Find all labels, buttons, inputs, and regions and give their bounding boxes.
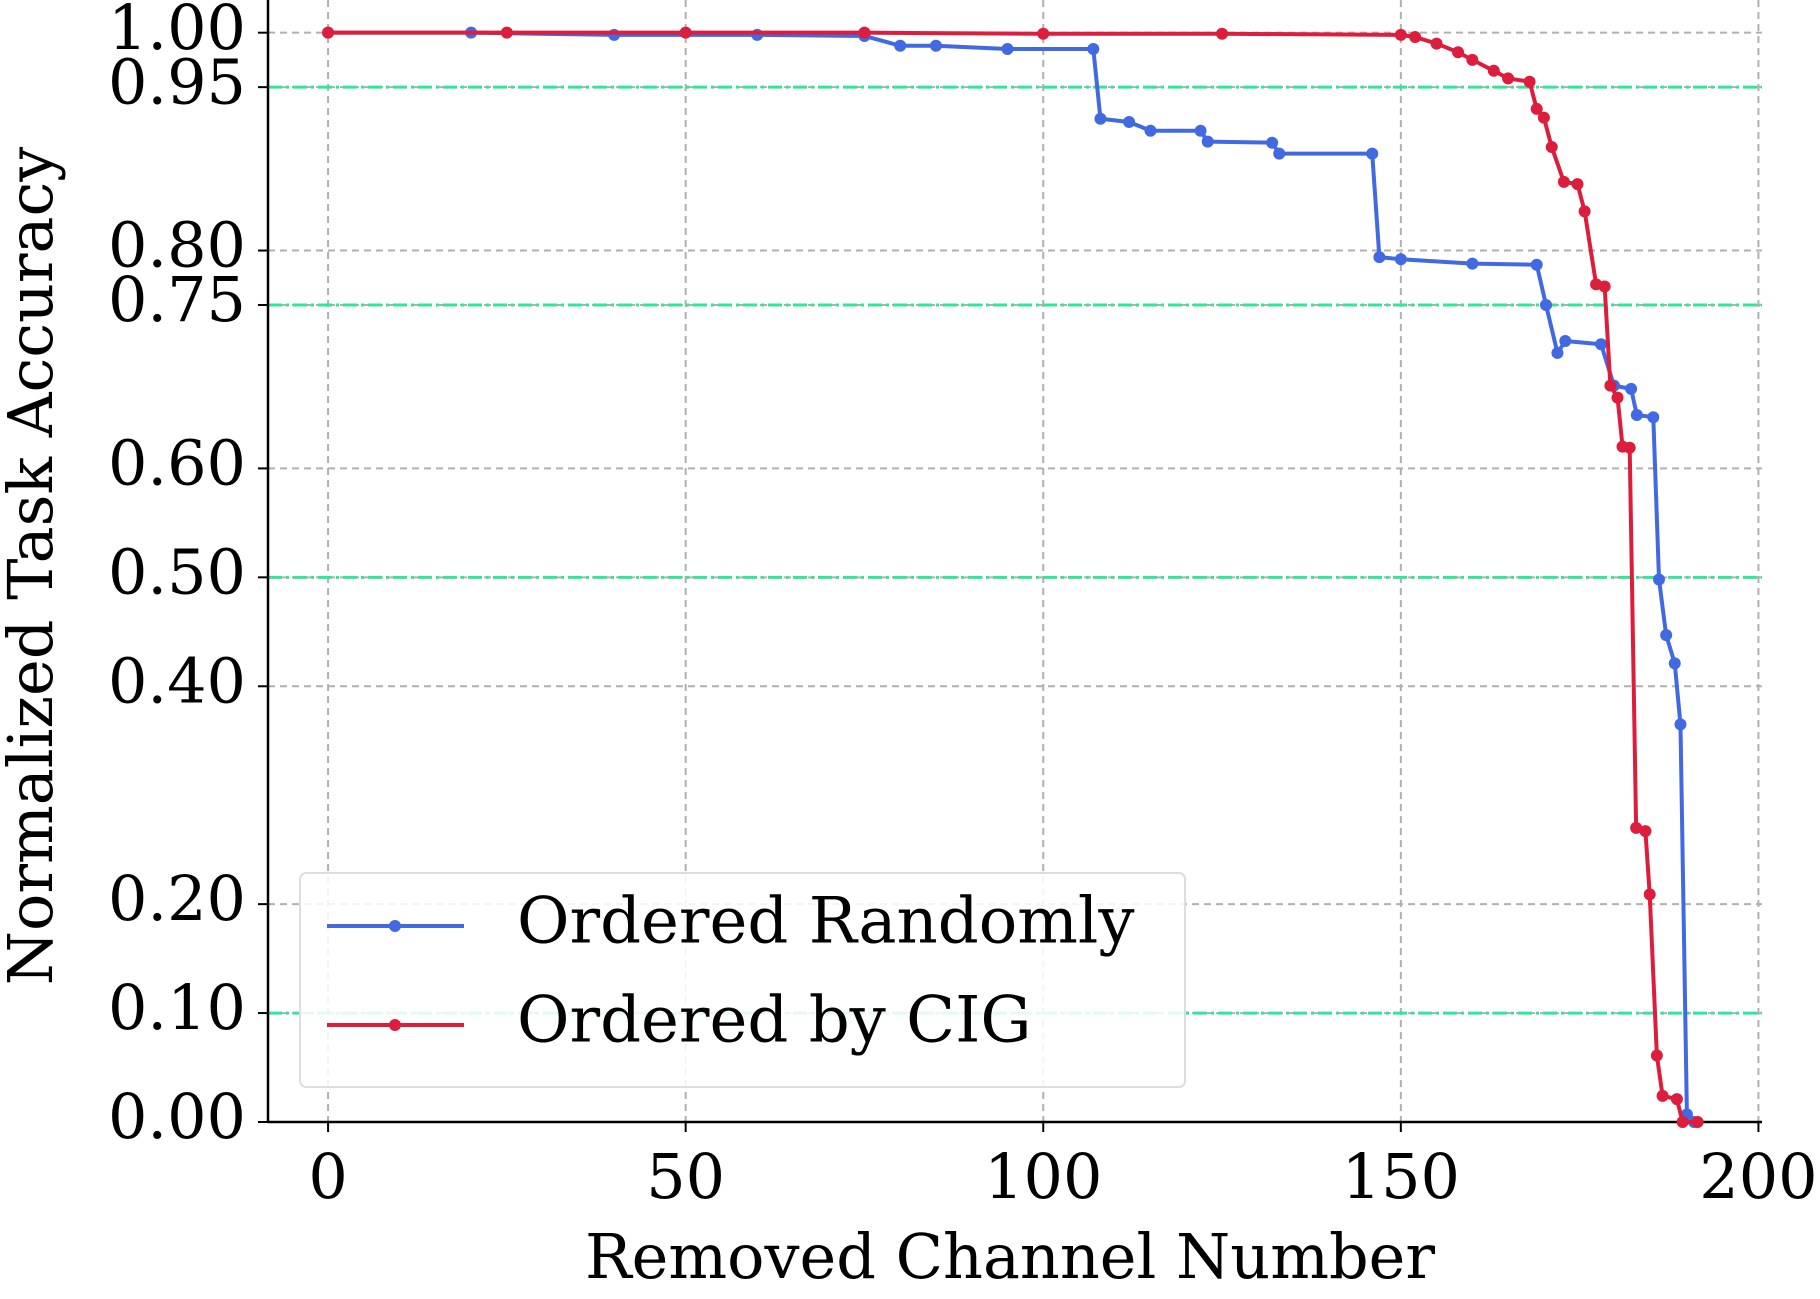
y-tick-label: 0.50: [108, 535, 246, 608]
data-point: [1595, 338, 1608, 351]
y-tick-label: 0.95: [108, 45, 246, 118]
data-point: [1394, 253, 1407, 266]
series-line: [328, 30, 1698, 1124]
data-point: [1639, 825, 1652, 838]
data-point: [1530, 102, 1543, 115]
y-tick-label: 0.10: [108, 971, 246, 1044]
data-point: [1001, 43, 1014, 56]
data-point: [1623, 441, 1636, 454]
data-point: [1604, 379, 1617, 392]
data-point: [858, 26, 871, 39]
data-point: [1676, 1116, 1689, 1128]
legend: [299, 872, 1186, 1088]
data-point: [1674, 718, 1687, 731]
data-point: [1630, 821, 1643, 834]
data-point: [1123, 116, 1136, 129]
data-point: [1598, 280, 1611, 293]
data-point: [1691, 1116, 1704, 1128]
x-tick-label: 150: [1342, 1140, 1460, 1213]
data-point: [1670, 1093, 1683, 1106]
y-axis-label: Normalized Task Accuracy: [0, 147, 67, 985]
data-point: [1094, 112, 1107, 125]
data-point: [322, 26, 335, 39]
data-point: [679, 26, 692, 39]
legend-label: Ordered Randomly: [517, 885, 1135, 959]
data-point: [1643, 888, 1656, 901]
data-point: [1037, 27, 1050, 40]
data-point: [1537, 111, 1550, 124]
data-point: [1611, 391, 1624, 404]
data-point: [1656, 1089, 1669, 1102]
y-tick-label: 0.20: [108, 862, 246, 935]
data-point: [1545, 141, 1558, 154]
legend-marker: [389, 920, 401, 932]
data-point: [1273, 147, 1286, 160]
y-tick-label: 1.00: [108, 0, 246, 64]
y-tick-label: 0.00: [108, 1080, 246, 1153]
x-tick-label: 100: [984, 1140, 1102, 1213]
data-point: [1394, 28, 1407, 41]
data-point: [929, 39, 942, 52]
data-point: [1466, 53, 1479, 66]
data-point: [1653, 573, 1666, 586]
data-point: [1452, 46, 1465, 59]
y-tick-label: 0.60: [108, 427, 246, 500]
legend-label: Ordered by CIG: [517, 984, 1032, 1058]
data-point: [1540, 299, 1553, 312]
data-point: [1366, 147, 1379, 160]
x-tick-label: 0: [308, 1140, 347, 1213]
data-point: [1409, 31, 1422, 44]
data-point: [1559, 334, 1572, 347]
data-point: [1487, 64, 1500, 77]
data-point: [1194, 124, 1207, 137]
data-point: [1647, 411, 1660, 424]
x-tick-label: 200: [1699, 1140, 1817, 1213]
data-point: [1201, 135, 1214, 148]
data-point: [1578, 205, 1591, 218]
data-point: [1668, 657, 1681, 670]
y-tick-label: 0.80: [108, 209, 246, 282]
data-point: [1502, 72, 1515, 85]
data-point: [751, 28, 764, 41]
data-point: [608, 28, 621, 41]
data-point: [1266, 136, 1279, 149]
y-tick-label: 0.75: [108, 263, 246, 336]
data-point: [1466, 257, 1479, 270]
data-point: [1650, 1049, 1663, 1062]
data-point: [1625, 382, 1638, 395]
data-point: [1571, 178, 1584, 191]
data-point: [1557, 175, 1570, 188]
data-point: [1660, 629, 1673, 642]
y-tick-label: 0.40: [108, 644, 246, 717]
x-axis-label: Removed Channel Number: [585, 1220, 1435, 1293]
data-point: [1087, 43, 1100, 56]
data-point: [1373, 251, 1386, 264]
data-point: [1630, 409, 1643, 422]
legend-marker: [389, 1019, 401, 1031]
x-tick-label: 50: [646, 1140, 725, 1213]
data-point: [1144, 124, 1157, 137]
data-point: [1523, 75, 1536, 88]
data-point: [1530, 258, 1543, 271]
data-point: [500, 26, 513, 39]
data-point: [1430, 37, 1443, 50]
data-point: [894, 39, 907, 52]
data-point: [1216, 27, 1229, 40]
data-point: [1551, 346, 1564, 359]
